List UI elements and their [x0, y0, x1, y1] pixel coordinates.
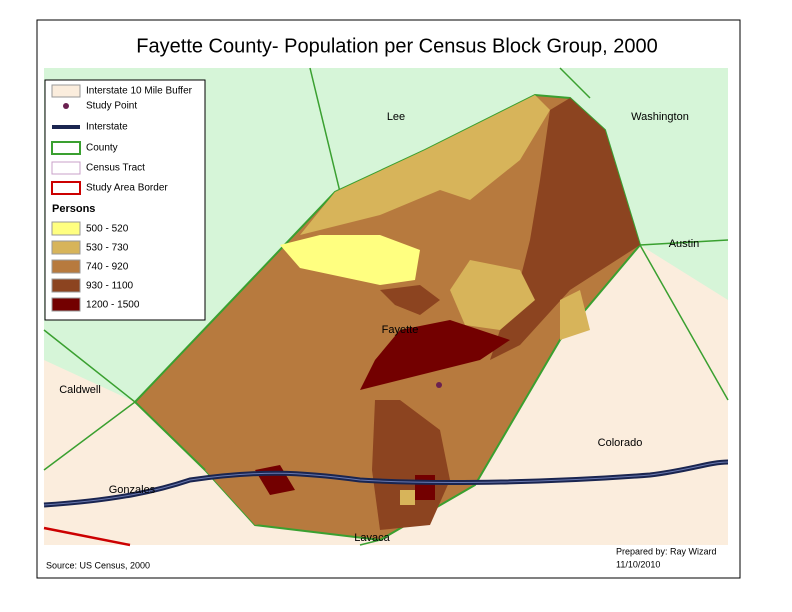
legend-swatch [51, 278, 81, 293]
study-area-border [43, 526, 131, 547]
map-title: Fayette County- Population per Census Bl… [136, 35, 657, 57]
county-line [359, 539, 381, 546]
legend-class-label: 740 - 920 [86, 262, 129, 273]
legend-label: Study Point [86, 101, 137, 112]
legend-class-label: 530 - 730 [86, 243, 129, 254]
source: Source: US Census, 2000 [46, 560, 150, 570]
legend-label: Interstate 10 Mile Buffer [86, 86, 193, 97]
block-group [400, 490, 415, 505]
legend-swatch [51, 240, 81, 255]
legend-heading: Persons [52, 203, 95, 215]
county-line [639, 244, 729, 401]
date: 11/10/2010 [616, 559, 660, 569]
credit: Prepared by: Ray Wizard [616, 546, 717, 556]
legend-symbol [51, 181, 81, 195]
place-label: Lavaca [354, 532, 390, 544]
county-line [309, 67, 341, 193]
place-label: Washington [631, 111, 689, 123]
block-group [450, 260, 535, 330]
interstate-highlight [43, 461, 729, 506]
legend-label: Study Area Border [86, 183, 168, 194]
legend-label: Census Tract [86, 163, 145, 174]
place-label: Gonzales [109, 484, 156, 496]
legend-swatch [51, 297, 81, 312]
legend-swatch [51, 259, 81, 274]
place-label: Lee [387, 111, 405, 123]
legend-class-label: 930 - 1100 [86, 281, 134, 292]
legend-symbol [63, 103, 69, 109]
legend-label: Interstate [86, 122, 128, 133]
study-point [436, 382, 442, 388]
block-group [300, 95, 550, 235]
block-group [380, 285, 440, 315]
legend-label: County [86, 143, 118, 154]
legend-symbol [51, 141, 81, 155]
block-group [415, 475, 435, 500]
legend: Interstate 10 Mile Buffer Study Point In… [44, 79, 206, 321]
legend-symbol [51, 161, 81, 175]
county-line [559, 67, 591, 99]
legend-class-label: 500 - 520 [86, 224, 129, 235]
legend-symbol [51, 84, 81, 98]
place-label: Fayette [382, 324, 419, 336]
block-group [560, 290, 590, 340]
place-label: Caldwell [59, 384, 101, 396]
block-group [360, 320, 510, 390]
block-group [280, 235, 420, 285]
legend-class-label: 1200 - 1500 [86, 300, 140, 311]
county-line [639, 239, 729, 246]
legend-swatch [51, 221, 81, 236]
place-label: Colorado [598, 437, 643, 449]
place-label: Austin [669, 238, 700, 250]
